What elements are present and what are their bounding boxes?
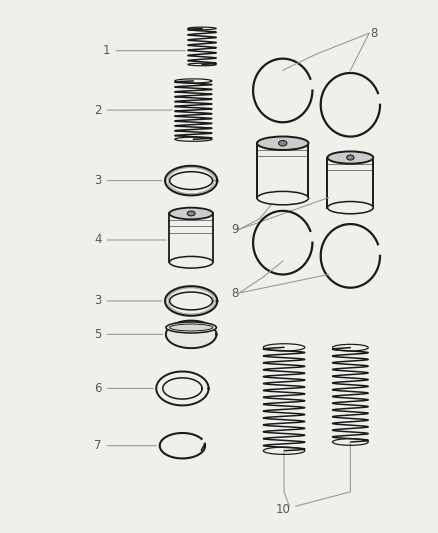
Ellipse shape: [169, 208, 212, 219]
Text: 1: 1: [102, 44, 185, 57]
Polygon shape: [166, 320, 216, 348]
Text: 8: 8: [369, 27, 377, 39]
Text: 4: 4: [94, 233, 166, 246]
Text: 7: 7: [94, 439, 156, 452]
Text: 6: 6: [94, 382, 153, 395]
Ellipse shape: [169, 256, 212, 268]
Text: 2: 2: [94, 103, 172, 117]
Text: 3: 3: [94, 174, 161, 187]
Ellipse shape: [327, 151, 372, 164]
Ellipse shape: [256, 191, 308, 205]
Ellipse shape: [166, 322, 216, 333]
Ellipse shape: [327, 201, 372, 214]
Text: 10: 10: [275, 503, 290, 516]
Ellipse shape: [278, 141, 286, 146]
Ellipse shape: [256, 136, 308, 150]
Text: 9: 9: [230, 223, 238, 236]
Text: 5: 5: [94, 328, 162, 341]
Ellipse shape: [187, 211, 194, 216]
Text: 8: 8: [230, 287, 238, 300]
Ellipse shape: [346, 155, 353, 160]
Text: 3: 3: [94, 294, 161, 308]
